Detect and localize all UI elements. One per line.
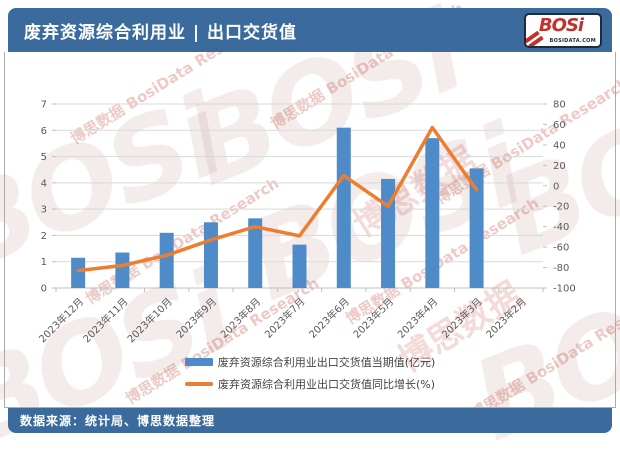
right-axis-label: 40 (553, 140, 566, 151)
x-axis-label: 2023年6月 (306, 295, 352, 341)
x-axis-label: 2023年9月 (173, 295, 219, 341)
x-axis-label: 2023年10月 (124, 295, 174, 345)
x-axis-label: 2023年7月 (262, 295, 308, 341)
data-source-text: 数据来源：统计局、博思数据整理 (20, 414, 216, 428)
right-axis-label: 80 (553, 100, 566, 111)
bar-2023年10月 (159, 232, 174, 288)
left-axis-label: 4 (41, 178, 47, 189)
left-axis-label: 5 (41, 152, 47, 163)
x-axis-label: 2023年4月 (395, 295, 441, 341)
footer-bar: 数据来源：统计局、博思数据整理 (8, 408, 612, 433)
right-axis-label: -100 (553, 284, 576, 295)
report-card: 废弃资源综合利用业 | 出口交货值 BOSi BOSIDATA.COM 0 1 2 3… (4, 6, 616, 433)
bar-2023年11月 (115, 252, 130, 288)
bar-2023年6月 (336, 127, 351, 289)
legend-bar-label: 废弃资源综合利用业出口交货值当期值(亿元) (217, 356, 436, 369)
bar-2023年5月 (381, 178, 396, 288)
chart-panel: 0 1 2 3 4 5 6 7 80 60 40 20 0 -20 -40 -60 -80 -100 2023年12… (4, 52, 616, 408)
legend-item-bar: 废弃资源综合利用业出口交货值当期值(亿元) (184, 354, 436, 370)
left-axis-label: 6 (41, 126, 47, 137)
bar-2023年9月 (203, 222, 218, 288)
right-axis-label: 0 (553, 181, 559, 192)
legend-item-line: 废弃资源综合利用业出口交货值同比增长(%) (184, 376, 436, 392)
left-axis-label: 2 (41, 231, 47, 242)
bar-2023年7月 (292, 244, 307, 288)
left-axis-label: 1 (41, 257, 47, 268)
x-axis-label: 2023年8月 (218, 295, 264, 341)
x-axis-label: 2023年12月 (36, 295, 86, 345)
header-bar: 废弃资源综合利用业 | 出口交货值 BOSi BOSIDATA.COM (8, 8, 612, 52)
left-axis-label: 0 (41, 284, 47, 295)
bar-2023年3月 (469, 168, 484, 288)
right-axis-label: -20 (553, 202, 569, 213)
x-axis-label: 2023年5月 (350, 295, 396, 341)
bar-2023年4月 (425, 138, 440, 288)
right-axis-label: -40 (553, 222, 569, 233)
page-title: 废弃资源综合利用业 | 出口交货值 (24, 22, 298, 43)
legend-line-label: 废弃资源综合利用业出口交货值同比增长(%) (217, 378, 436, 391)
bosi-logo-text: BOSi (538, 14, 584, 36)
growth-line (76, 125, 479, 273)
x-axis-label: 2023年11月 (80, 295, 130, 345)
combo-chart: 0 1 2 3 4 5 6 7 80 60 40 20 0 -20 -40 -60 -80 -100 2023年12… (36, 100, 576, 346)
right-axis-label: 20 (553, 161, 566, 172)
bosi-logo-domain: BOSIDATA.COM (549, 37, 596, 44)
legend-bar-swatch-icon (184, 358, 213, 366)
left-axis-label: 7 (41, 100, 47, 111)
bar-2023年12月 (71, 257, 86, 288)
left-axis-label: 3 (41, 205, 47, 216)
x-axis-label: 2023年2月 (483, 295, 529, 341)
right-axis-label: 60 (553, 120, 566, 131)
legend-line-swatch-icon (184, 382, 213, 386)
right-axis-label: -80 (553, 263, 569, 274)
right-axis-label: -60 (553, 243, 569, 254)
bosi-logo: BOSi BOSIDATA.COM (524, 12, 602, 48)
x-axis-label: 2023年3月 (439, 295, 485, 341)
chart-legend: 废弃资源综合利用业出口交货值当期值(亿元) 废弃资源综合利用业出口交货值同比增长… (5, 354, 615, 392)
bar-2023年8月 (248, 218, 263, 288)
